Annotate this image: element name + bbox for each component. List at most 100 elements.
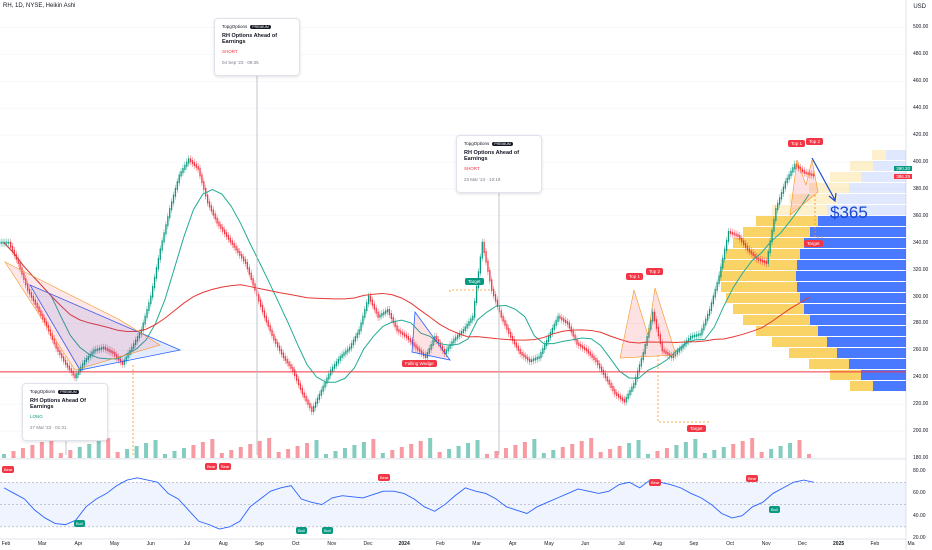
candle-body [229, 237, 231, 243]
candle-body [155, 267, 158, 279]
rsi-tick: 20.00 [913, 535, 926, 541]
publication-card-2[interactable]: TopgOptions PREMIUM RH Options Ahead of E… [456, 135, 542, 193]
candle-body [170, 201, 173, 211]
candle-body [600, 366, 603, 372]
time-tick: Apr [508, 541, 517, 547]
time-tick: Dec [797, 541, 807, 547]
candle-body [657, 326, 660, 337]
candle-body [595, 357, 597, 363]
candle-body [689, 335, 692, 341]
candle-body [385, 310, 387, 314]
time-tick: 2025 [833, 541, 845, 547]
time-tick: Jul [618, 541, 625, 547]
candle-body [521, 352, 523, 356]
volume-bar [200, 442, 205, 458]
volume-bar [276, 452, 281, 458]
volume-profile-bar [818, 216, 906, 226]
volume-bar [532, 439, 537, 458]
price-tick: 440.00 [913, 105, 929, 112]
candle-body [500, 310, 502, 318]
candle-body [388, 309, 391, 316]
candle-body [341, 354, 343, 359]
candle-body [644, 343, 646, 355]
candle-body [91, 351, 93, 356]
volume-bar [570, 444, 575, 458]
pattern-zigzag [4, 261, 161, 371]
candle-body [436, 335, 438, 342]
volume-bar [807, 454, 811, 458]
double-top-pattern-a [619, 287, 677, 359]
candle-body [517, 345, 519, 351]
volume-bar [608, 449, 613, 458]
candle-body [797, 165, 800, 169]
candle-body [608, 379, 610, 385]
candle-body [708, 309, 711, 316]
candle-body [591, 353, 593, 358]
publication-card-1[interactable]: TopgOptions PREMIUM RH Options Ahead of E… [214, 18, 300, 76]
candle-body [680, 346, 682, 351]
candle-body [114, 352, 116, 357]
candle-body [792, 167, 794, 173]
candle-body [125, 356, 127, 362]
candle-body [134, 339, 137, 346]
symbol-header: RH, 1D, NYSE, Heikin Ashi [3, 3, 76, 9]
rsi-signal-bear: Bear [378, 474, 391, 481]
candle-body [61, 353, 63, 359]
volume-bar [522, 442, 527, 458]
price-tick: 420.00 [913, 132, 929, 139]
candle-body [811, 173, 813, 176]
candle-body [555, 319, 557, 326]
candle-body [492, 288, 495, 297]
candle-body [506, 323, 508, 330]
candle-body [2, 241, 4, 244]
candle-body [206, 194, 209, 204]
premium-badge: PREMIUM [58, 389, 79, 394]
candle-body [278, 345, 281, 352]
candle-body [557, 315, 559, 322]
candle-body [303, 392, 305, 398]
candle-body [716, 282, 718, 291]
candle-body [199, 167, 201, 177]
candle-body [665, 350, 667, 355]
candle-body [373, 303, 375, 310]
price-tick: 280.00 [913, 320, 929, 327]
candle-body [699, 333, 701, 336]
price-tick: 500.00 [913, 24, 929, 31]
candle-body [737, 234, 739, 237]
candle-body [381, 313, 383, 317]
candle-body [744, 243, 747, 248]
brand-name: TopgOptions [30, 389, 56, 394]
candle-body [212, 209, 214, 216]
candle-body [288, 361, 290, 367]
target-label-1: Target [465, 278, 484, 285]
candle-body [771, 229, 773, 243]
rsi-signal-bear: Bear [649, 479, 662, 486]
falling-wedge-shape [411, 310, 451, 361]
volume-bar [418, 441, 423, 458]
volume-bar [617, 446, 622, 458]
volume-bar [87, 444, 92, 458]
volume-profile-bar [873, 161, 906, 171]
candle-body [271, 329, 273, 337]
time-tick: Feb [1, 541, 11, 547]
candle-body [661, 341, 663, 352]
volume-bar [342, 448, 347, 458]
candle-body [261, 304, 264, 313]
publication-card-3[interactable]: TopgOptions PREMIUM RH Options Ahead Of E… [22, 383, 108, 441]
volume-profile-bar [872, 150, 886, 160]
price-target-annotation: $365 [830, 203, 868, 222]
volume-bar [485, 454, 489, 458]
candle-body [398, 329, 400, 333]
candle-body [174, 187, 177, 197]
rsi-tick: 80.00 [913, 468, 926, 475]
time-tick: Sep [689, 541, 699, 547]
candle-body [396, 325, 398, 332]
candle-body [451, 341, 453, 346]
volume-bar [721, 447, 726, 458]
price-tick: 380.00 [913, 185, 929, 192]
candle-body [722, 257, 724, 269]
price-tick: 240.00 [913, 374, 929, 381]
volume-bar [503, 448, 508, 458]
candle-body [299, 383, 302, 390]
candle-body [491, 279, 493, 291]
